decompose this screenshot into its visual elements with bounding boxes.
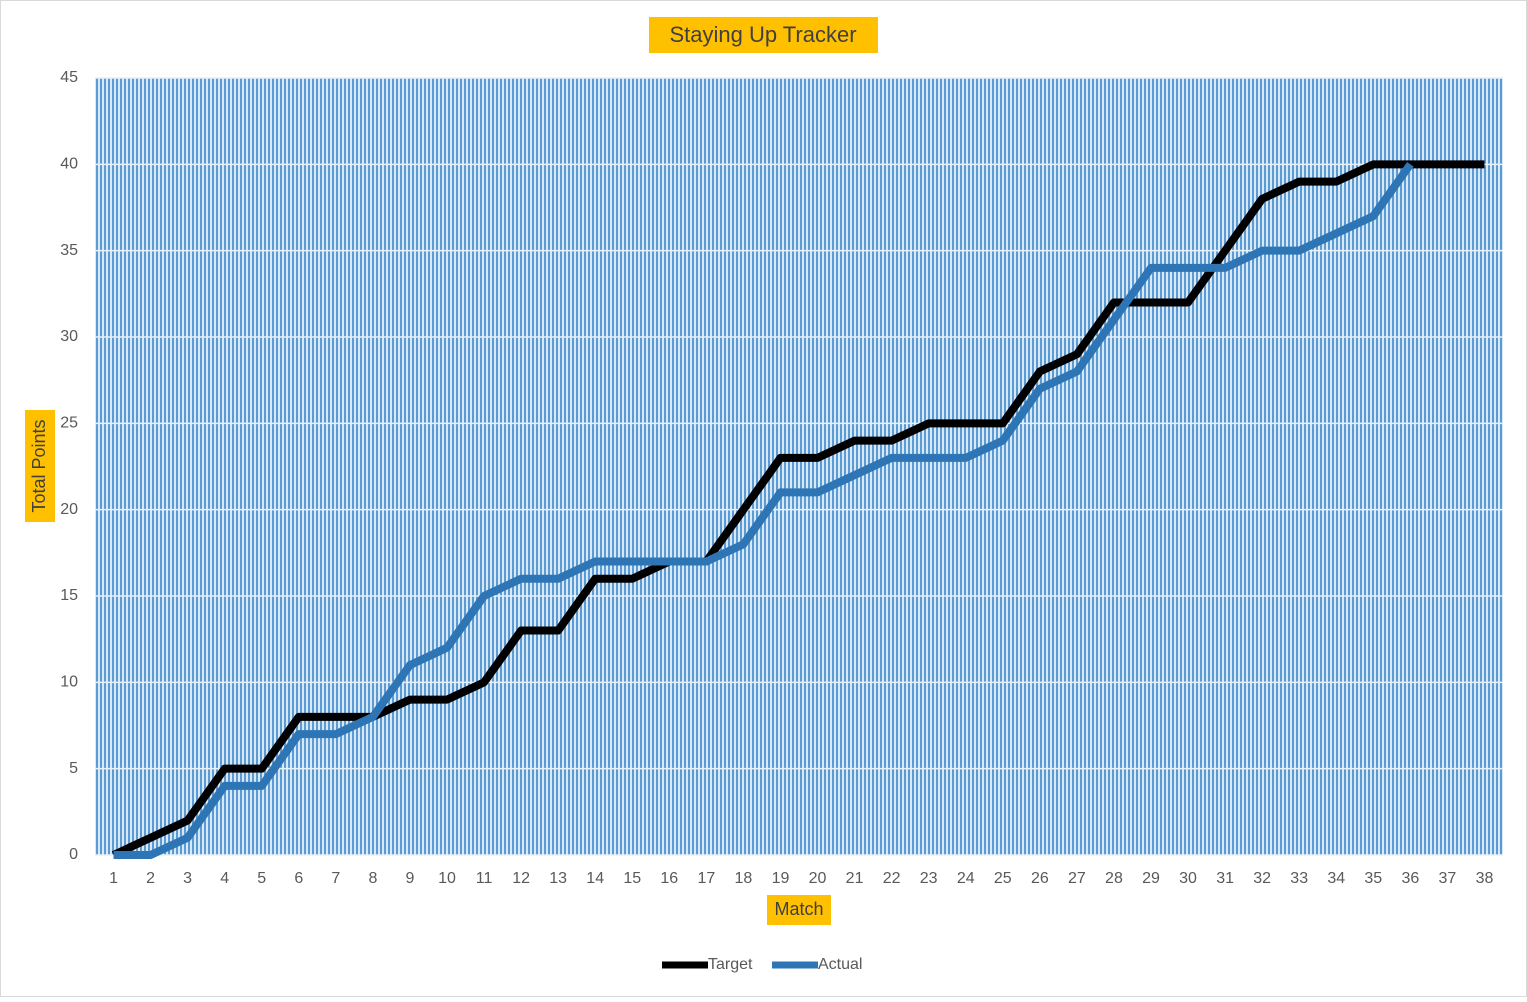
x-tick-label: 12 xyxy=(512,870,530,887)
x-tick-label: 26 xyxy=(1031,870,1049,887)
y-tick-label: 5 xyxy=(69,760,78,777)
plot-area xyxy=(95,78,1503,855)
x-tick-label: 3 xyxy=(183,870,192,887)
legend-label: Actual xyxy=(818,956,862,973)
y-tick-label: 35 xyxy=(60,242,78,259)
y-tick-label: 30 xyxy=(60,328,78,345)
x-tick-label: 37 xyxy=(1439,870,1457,887)
x-tick-label: 21 xyxy=(846,870,864,887)
y-tick-label: 40 xyxy=(60,156,78,173)
x-tick-label: 7 xyxy=(331,870,340,887)
x-tick-label: 8 xyxy=(368,870,377,887)
x-tick-label: 38 xyxy=(1476,870,1494,887)
x-tick-label: 22 xyxy=(883,870,901,887)
x-tick-label: 15 xyxy=(623,870,641,887)
x-tick-label: 32 xyxy=(1253,870,1271,887)
x-tick-label: 19 xyxy=(772,870,790,887)
x-axis-label: Match xyxy=(774,899,823,919)
legend-label: Target xyxy=(708,956,753,973)
x-tick-label: 9 xyxy=(405,870,414,887)
x-tick-label: 23 xyxy=(920,870,938,887)
x-tick-label: 18 xyxy=(735,870,753,887)
x-tick-label: 13 xyxy=(549,870,567,887)
x-tick-label: 16 xyxy=(660,870,678,887)
x-tick-label: 35 xyxy=(1364,870,1382,887)
line-series xyxy=(113,162,1414,859)
x-label-box xyxy=(767,895,831,925)
y-axis-label: Total Points xyxy=(29,419,49,512)
x-tick-label: 28 xyxy=(1105,870,1123,887)
y-label-box xyxy=(25,410,55,522)
y-tick-label: 45 xyxy=(60,69,78,86)
y-tick-label: 25 xyxy=(60,415,78,432)
y-tick-label: 15 xyxy=(60,587,78,604)
x-tick-label: 2 xyxy=(146,870,155,887)
y-tick-label: 0 xyxy=(69,846,78,863)
x-tick-label: 10 xyxy=(438,870,456,887)
y-tick-label: 10 xyxy=(60,674,78,691)
x-tick-label: 31 xyxy=(1216,870,1234,887)
chart-title: Staying Up Tracker xyxy=(669,22,856,47)
x-tick-label: 30 xyxy=(1179,870,1197,887)
x-tick-label: 11 xyxy=(476,870,493,887)
title-box xyxy=(649,17,878,53)
x-tick-label: 36 xyxy=(1401,870,1419,887)
x-tick-label: 20 xyxy=(809,870,827,887)
x-tick-label: 27 xyxy=(1068,870,1086,887)
x-tick-label: 6 xyxy=(294,870,303,887)
line-series xyxy=(111,160,1485,859)
x-tick-label: 14 xyxy=(586,870,604,887)
x-tick-label: 5 xyxy=(257,870,266,887)
x-tick-label: 29 xyxy=(1142,870,1160,887)
x-tick-label: 25 xyxy=(994,870,1012,887)
x-tick-label: 4 xyxy=(220,870,229,887)
x-tick-label: 17 xyxy=(697,870,715,887)
x-tick-label: 24 xyxy=(957,870,975,887)
x-tick-label: 34 xyxy=(1327,870,1345,887)
y-tick-label: 20 xyxy=(60,501,78,518)
x-tick-label: 33 xyxy=(1290,870,1308,887)
x-tick-label: 1 xyxy=(109,870,118,887)
